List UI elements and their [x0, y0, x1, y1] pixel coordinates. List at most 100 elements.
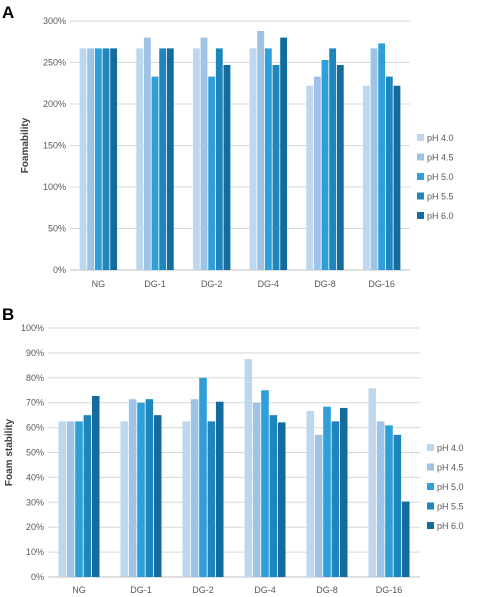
x-tick-label: DG-2	[201, 279, 223, 289]
bar-dg-1-ph-4-5	[128, 399, 137, 577]
legend-swatch	[427, 463, 434, 471]
y-tick-label: 10%	[26, 547, 44, 557]
x-tick-label: DG-2	[192, 585, 214, 595]
bar-dg-8-ph-5-0	[321, 60, 329, 271]
bar-dg-16-ph-6-0	[401, 501, 410, 577]
bar-ng-ph-4-5	[87, 48, 95, 270]
y-axis-label: Foamability	[20, 117, 31, 173]
legend-swatch	[427, 444, 434, 451]
bar-dg-1-ph-4-5	[143, 37, 151, 270]
x-tick-label: DG-1	[144, 279, 166, 289]
bar-dg-16-ph-5-5	[393, 434, 402, 577]
legend-entry: pH 4.5	[427, 153, 454, 163]
bar-ng-ph-5-0	[75, 421, 83, 577]
legend-swatch	[417, 192, 424, 200]
bar-dg-8-ph-5-0	[323, 406, 331, 577]
bar-ng-ph-6-0	[91, 395, 100, 577]
bar-dg-1-ph-4-0	[136, 48, 144, 270]
bar-dg-2-ph-4-0	[192, 48, 200, 270]
y-tick-label: 30%	[26, 497, 44, 507]
bar-dg-2-ph-4-5	[200, 37, 208, 270]
panel-label: B	[2, 305, 14, 324]
y-tick-label: 40%	[26, 472, 44, 482]
y-tick-label: 100%	[43, 182, 66, 192]
y-tick-label: 20%	[26, 522, 44, 532]
bar-dg-16-ph-5-0	[378, 43, 386, 270]
legend-swatch	[417, 212, 424, 219]
bar-dg-8-ph-5-5	[331, 421, 340, 577]
bar-dg-8-ph-4-0	[306, 85, 314, 271]
bar-dg-4-ph-5-5	[272, 64, 280, 271]
bar-dg-16-ph-5-0	[385, 425, 393, 577]
legend-entry: pH 5.0	[437, 482, 464, 492]
x-tick-label: NG	[92, 279, 106, 289]
y-axis-label: Foam stability	[4, 418, 15, 486]
bar-dg-16-ph-4-0	[368, 388, 377, 577]
bar-dg-4-ph-4-0	[249, 48, 257, 270]
legend-entry: pH 6.0	[437, 521, 464, 531]
legend-entry: pH 4.0	[437, 443, 464, 453]
bar-dg-2-ph-5-0	[199, 377, 207, 577]
x-tick-label: DG-1	[130, 585, 152, 595]
legend-swatch	[427, 483, 434, 490]
bar-dg-16-ph-4-5	[370, 48, 378, 270]
bar-ng-ph-6-0	[110, 48, 118, 270]
bar-ng-ph-5-5	[102, 48, 110, 270]
y-tick-label: 60%	[26, 423, 44, 433]
bar-dg-2-ph-6-0	[215, 401, 224, 577]
bar-dg-8-ph-5-5	[329, 48, 337, 270]
bar-dg-16-ph-5-5	[385, 76, 393, 270]
bar-dg-4-ph-4-0	[244, 359, 253, 577]
bar-dg-2-ph-5-5	[215, 48, 223, 270]
y-tick-label: 70%	[26, 398, 44, 408]
x-tick-label: DG-8	[314, 279, 336, 289]
bar-dg-4-ph-4-5	[252, 402, 261, 577]
bar-dg-2-ph-4-0	[182, 421, 191, 577]
bar-dg-16-ph-4-0	[362, 85, 370, 271]
legend-entry: pH 6.0	[427, 211, 454, 221]
bar-dg-1-ph-5-0	[137, 402, 145, 577]
legend-swatch	[417, 173, 424, 180]
bar-dg-2-ph-5-5	[207, 421, 216, 577]
bar-dg-4-ph-4-5	[257, 30, 265, 271]
x-tick-label: DG-16	[368, 279, 395, 289]
bar-dg-8-ph-4-5	[313, 76, 321, 270]
bar-dg-4-ph-5-5	[269, 415, 278, 577]
bar-dg-1-ph-5-5	[159, 48, 167, 270]
y-tick-label: 300%	[43, 16, 66, 26]
y-tick-label: 100%	[21, 323, 44, 333]
legend-entry: pH 5.5	[437, 502, 464, 512]
bar-dg-2-ph-5-0	[208, 76, 216, 270]
bar-dg-1-ph-6-0	[166, 48, 174, 270]
bar-dg-8-ph-4-0	[306, 410, 315, 577]
x-tick-label: DG-4	[254, 585, 276, 595]
panel-b-foam-stability-chart: B 0% 10% 20% 30% 40% 50% 60% 70% 80% 90% 100% Foam s…	[2, 305, 464, 595]
legend-swatch	[417, 134, 424, 141]
legend-swatch	[417, 153, 424, 161]
bar-dg-1-ph-4-0	[120, 421, 129, 577]
bar-dg-1-ph-5-0	[151, 76, 159, 270]
bar-dg-16-ph-4-5	[376, 421, 385, 577]
legend-entry: pH 4.5	[437, 463, 464, 473]
bar-ng-ph-5-0	[94, 48, 102, 270]
y-tick-label: 0%	[53, 265, 66, 275]
panel-label: A	[2, 3, 14, 22]
bar-dg-1-ph-6-0	[153, 415, 162, 577]
y-tick-label: 90%	[26, 348, 44, 358]
bar-dg-8-ph-6-0	[336, 64, 344, 271]
bar-ng-ph-4-5	[66, 421, 75, 577]
x-tick-label: DG-4	[258, 279, 280, 289]
bar-dg-2-ph-6-0	[223, 64, 231, 271]
bar-ng-ph-4-0	[79, 48, 87, 270]
bar-dg-16-ph-6-0	[393, 85, 401, 271]
bar-dg-4-ph-5-0	[261, 390, 269, 577]
y-tick-label: 80%	[26, 373, 44, 383]
bar-dg-4-ph-6-0	[280, 37, 288, 270]
bar-dg-4-ph-5-0	[264, 48, 272, 270]
bar-dg-1-ph-5-5	[145, 399, 154, 577]
legend-entry: pH 5.5	[427, 192, 454, 202]
x-tick-label: DG-8	[316, 585, 338, 595]
bar-dg-4-ph-6-0	[277, 422, 286, 577]
x-tick-label: NG	[72, 585, 86, 595]
y-tick-label: 0%	[31, 572, 44, 582]
